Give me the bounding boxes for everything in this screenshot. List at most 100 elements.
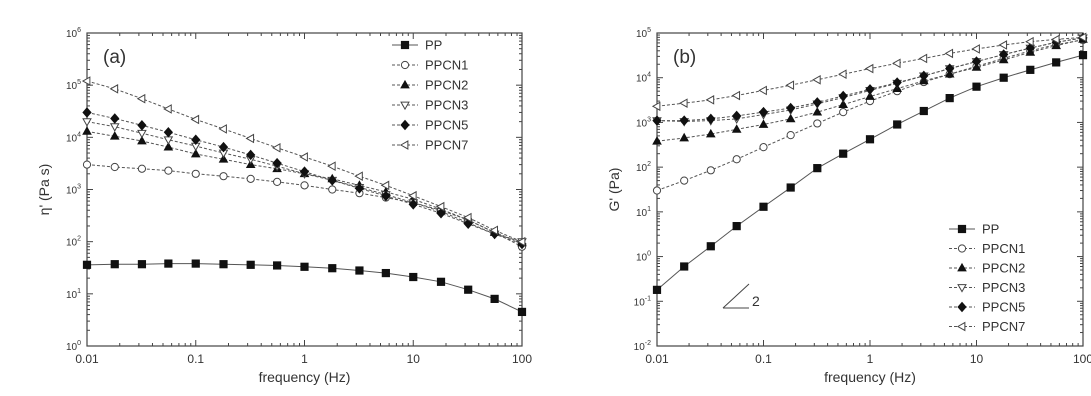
data-point bbox=[865, 84, 875, 95]
data-point bbox=[327, 175, 337, 186]
legend-marker bbox=[399, 140, 409, 150]
data-point bbox=[706, 242, 715, 251]
data-point bbox=[1025, 36, 1034, 47]
data-point bbox=[758, 119, 769, 128]
y-axis-label: G' (Pa) bbox=[606, 168, 622, 212]
data-point bbox=[944, 48, 954, 59]
data-point bbox=[489, 225, 498, 236]
data-point bbox=[517, 307, 527, 317]
data-point bbox=[163, 104, 172, 114]
legend: PP PPCN1 PPCN2 PPCN3 PPCN5 PPCN7 bbox=[392, 38, 468, 153]
data-point bbox=[219, 172, 228, 181]
legend-marker bbox=[400, 101, 410, 111]
data-point bbox=[82, 160, 92, 169]
series-PPCN2 bbox=[652, 34, 1088, 145]
y-tick-label: 10-2 bbox=[634, 340, 651, 353]
data-point bbox=[919, 70, 929, 82]
data-point bbox=[436, 208, 446, 219]
data-point bbox=[1078, 51, 1088, 60]
data-point bbox=[759, 143, 768, 152]
data-point bbox=[998, 40, 1008, 50]
data-point bbox=[813, 119, 822, 128]
legend-marker bbox=[400, 60, 410, 70]
data-point bbox=[82, 260, 92, 269]
legend-marker bbox=[957, 301, 967, 313]
legend-label: PPCN2 bbox=[982, 261, 1025, 276]
data-point bbox=[110, 113, 120, 124]
data-point bbox=[271, 142, 281, 153]
y-tick-label: 104 bbox=[636, 72, 651, 85]
data-point bbox=[381, 190, 391, 202]
x-tick-label: 0.1 bbox=[187, 352, 204, 366]
legend-marker bbox=[400, 40, 410, 50]
data-point bbox=[732, 110, 742, 122]
data-point bbox=[110, 162, 119, 172]
data-point bbox=[785, 113, 796, 123]
data-point bbox=[463, 212, 472, 223]
data-point bbox=[838, 99, 848, 109]
data-point bbox=[972, 82, 981, 91]
y-tick-label: 102 bbox=[636, 161, 651, 174]
data-point bbox=[273, 177, 282, 186]
data-point bbox=[299, 166, 310, 177]
data-point bbox=[436, 277, 446, 286]
data-point bbox=[137, 120, 147, 131]
x-tick-label: 0.01 bbox=[645, 352, 669, 366]
data-point bbox=[218, 124, 227, 134]
data-point bbox=[892, 77, 902, 88]
data-point bbox=[137, 135, 147, 145]
data-point bbox=[652, 186, 662, 195]
series-line bbox=[656, 39, 1084, 191]
data-point bbox=[945, 63, 955, 74]
data-point bbox=[706, 113, 716, 125]
data-point bbox=[109, 84, 119, 94]
data-point bbox=[218, 141, 229, 153]
y-tick-label: 101 bbox=[636, 206, 651, 219]
data-point bbox=[354, 183, 365, 194]
data-point bbox=[381, 268, 390, 278]
legend-label: PPCN1 bbox=[425, 58, 468, 73]
data-point bbox=[408, 199, 418, 210]
data-point bbox=[785, 80, 795, 91]
series-PPCN7 bbox=[651, 32, 1087, 112]
data-point bbox=[464, 285, 473, 294]
data-point bbox=[81, 76, 91, 86]
data-point bbox=[190, 148, 201, 158]
data-point bbox=[246, 174, 255, 183]
x-tick-label: 100 bbox=[1073, 352, 1091, 366]
y-tick-label: 105 bbox=[66, 79, 81, 92]
x-tick-label: 0.01 bbox=[75, 352, 99, 366]
data-point bbox=[705, 128, 716, 138]
x-tick-label: 100 bbox=[512, 352, 532, 366]
data-point bbox=[246, 260, 255, 269]
data-point bbox=[652, 285, 662, 294]
data-point bbox=[732, 155, 741, 164]
series-line bbox=[86, 164, 523, 248]
data-point bbox=[731, 124, 742, 133]
x-tick-label: 0.1 bbox=[755, 352, 772, 366]
legend-marker bbox=[400, 79, 410, 89]
data-point bbox=[246, 149, 256, 161]
data-point bbox=[813, 164, 822, 173]
data-point bbox=[971, 56, 982, 67]
data-point bbox=[109, 123, 120, 132]
x-tick-label: 10 bbox=[970, 352, 984, 366]
data-point bbox=[355, 266, 364, 275]
series-line bbox=[657, 37, 1084, 122]
data-point bbox=[272, 157, 282, 169]
data-point bbox=[999, 73, 1008, 82]
y-axis-label: η' (Pa s) bbox=[36, 164, 52, 216]
data-point bbox=[1051, 34, 1060, 45]
data-point bbox=[839, 108, 848, 117]
x-tick-label: 1 bbox=[867, 352, 874, 366]
data-point bbox=[328, 185, 337, 194]
data-point bbox=[838, 90, 848, 102]
data-point bbox=[516, 236, 526, 247]
data-point bbox=[705, 95, 715, 105]
panel-label: (a) bbox=[103, 47, 126, 68]
data-point bbox=[706, 166, 715, 175]
data-point bbox=[136, 93, 146, 104]
legend-label: PPCN5 bbox=[982, 300, 1025, 315]
x-tick-label: 10 bbox=[407, 352, 421, 366]
legend-label: PPCN5 bbox=[425, 118, 468, 133]
